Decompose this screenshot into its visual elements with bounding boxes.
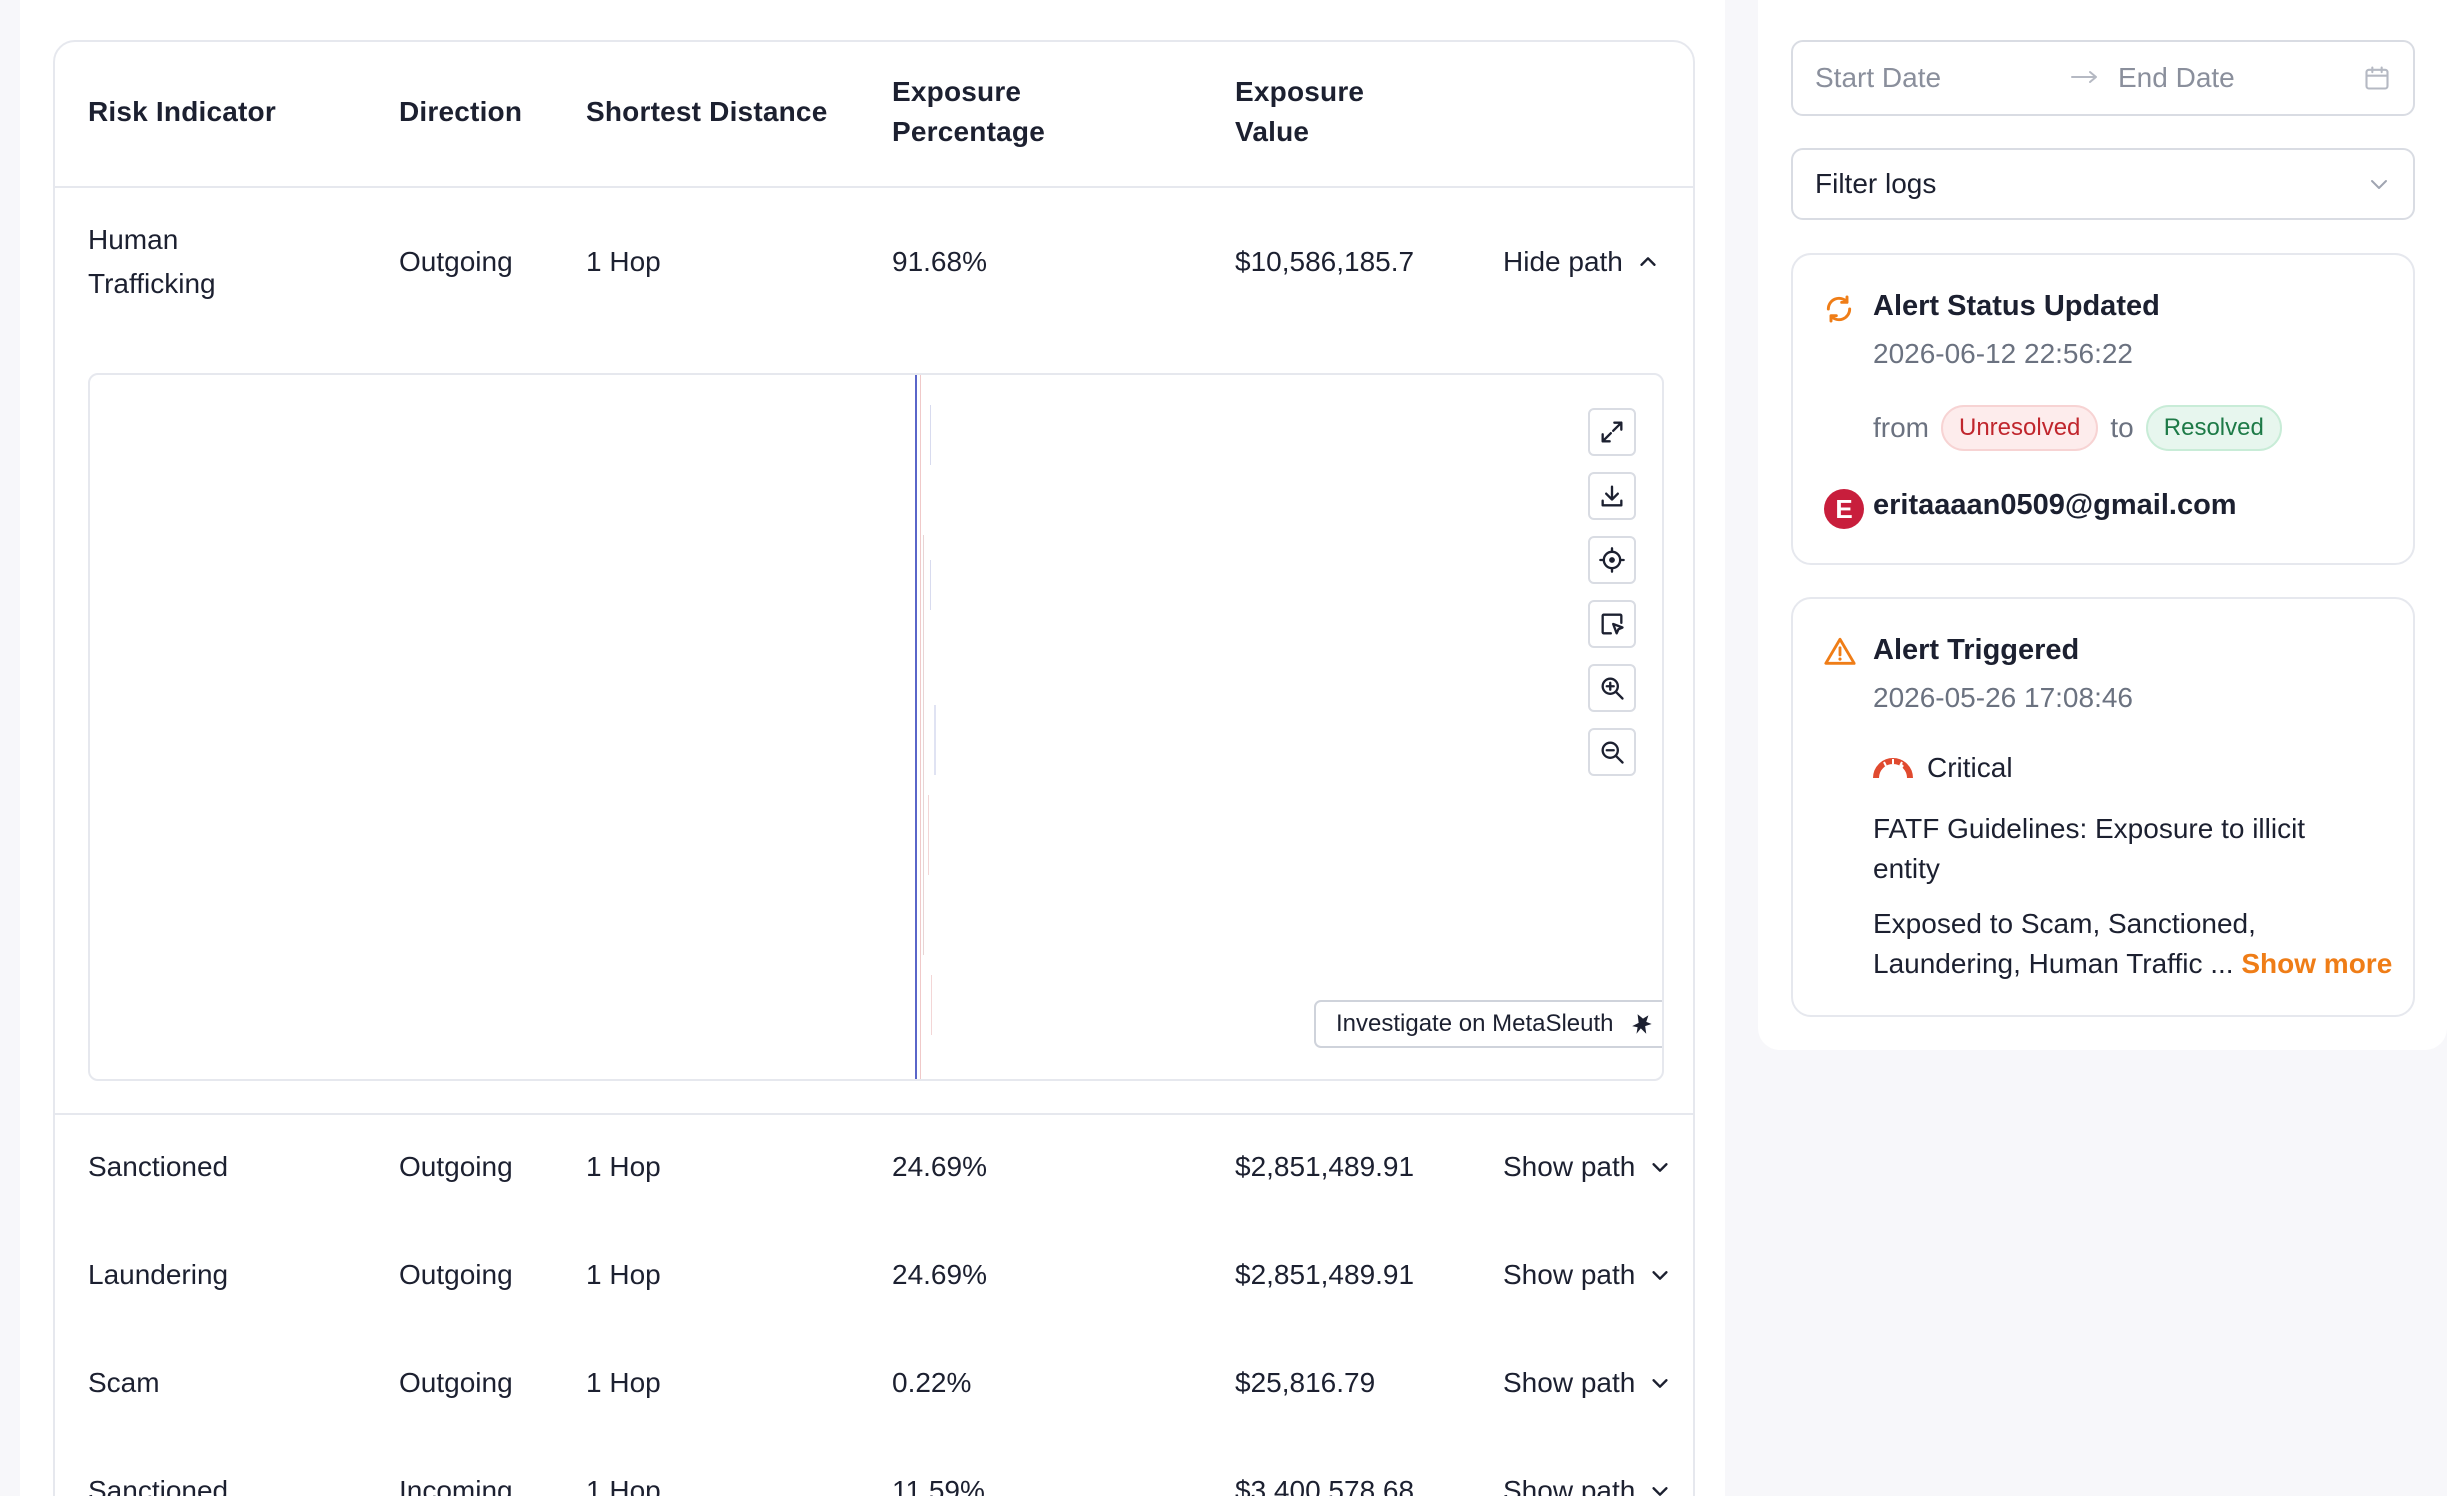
row-percentage: 24.69% bbox=[892, 1259, 987, 1290]
refresh-icon bbox=[1826, 295, 1852, 323]
graph-edge bbox=[923, 535, 924, 955]
row-risk: Laundering bbox=[88, 1259, 229, 1290]
log-alert-triggered: Alert Triggered 2026-05-26 17:08:46 Crit… bbox=[1791, 597, 2415, 1017]
filter-logs-label: Filter logs bbox=[1815, 168, 1937, 199]
chevron-down-icon bbox=[1652, 1487, 1668, 1496]
zoom-in-icon[interactable] bbox=[1588, 664, 1636, 712]
row-percentage: 11.59% bbox=[892, 1475, 985, 1496]
row-value: $10,586,185.7 bbox=[1235, 246, 1415, 277]
row-divider bbox=[55, 1113, 1693, 1115]
graph-edge bbox=[920, 375, 921, 1079]
show-path-button[interactable]: Show path bbox=[1503, 1253, 1671, 1297]
arrow-right-icon bbox=[2070, 62, 2118, 94]
user-email: eritaaaan0509@gmail.com bbox=[1873, 489, 2237, 521]
status-change: from Unresolved to Resolved bbox=[1873, 405, 2282, 451]
row-distance: 1 Hop bbox=[586, 1151, 661, 1182]
graph-edge bbox=[928, 795, 929, 875]
status-badge-unresolved: Unresolved bbox=[1941, 405, 2099, 451]
row-percentage: 0.22% bbox=[892, 1367, 972, 1398]
investigate-metasleuth-button[interactable]: Investigate on MetaSleuth bbox=[1314, 1000, 1662, 1048]
alert-description: Exposed to Scam, Sanctioned, Laundering,… bbox=[1873, 908, 2393, 979]
graph-edge bbox=[930, 405, 931, 465]
chevron-down-icon bbox=[1652, 1271, 1668, 1280]
status-badge-resolved: Resolved bbox=[2145, 405, 2282, 451]
filter-logs-select[interactable]: Filter logs bbox=[1791, 148, 2415, 220]
row-value: $3,400,578.68 bbox=[1235, 1475, 1415, 1496]
show-path-button[interactable]: Show path bbox=[1503, 1361, 1671, 1405]
row-risk: Sanctioned bbox=[88, 1151, 229, 1182]
row-direction: Outgoing bbox=[399, 1259, 513, 1290]
chevron-down-icon bbox=[1652, 1379, 1668, 1388]
log-status-updated: Alert Status Updated 2026-06-12 22:56:22… bbox=[1791, 253, 2415, 565]
show-path-button[interactable]: Show path bbox=[1503, 1469, 1671, 1496]
gauge-critical-icon bbox=[1873, 758, 1913, 780]
row-value: $2,851,489.91 bbox=[1235, 1151, 1415, 1182]
severity-indicator: Critical bbox=[1873, 752, 2013, 784]
transaction-graph[interactable]: Investigate on MetaSleuth bbox=[88, 373, 1664, 1081]
exposure-table-card: Risk Indicator Direction Shortest Distan… bbox=[53, 40, 1695, 1496]
log-timestamp: 2026-06-12 22:56:22 bbox=[1873, 338, 2133, 369]
show-path-button[interactable]: Show path bbox=[1503, 1145, 1671, 1189]
row-direction: Outgoing bbox=[399, 1151, 513, 1182]
header-shortest-distance: Shortest Distance bbox=[586, 96, 828, 127]
chevron-up-icon bbox=[1640, 257, 1656, 266]
row-distance: 1 Hop bbox=[586, 246, 661, 277]
show-more-link[interactable]: Show more bbox=[2241, 948, 2393, 979]
header-exposure-percentage: Exposure Percentage bbox=[892, 76, 1045, 147]
chevron-down-icon bbox=[1652, 1163, 1668, 1172]
exposure-panel: Risk Indicator Direction Shortest Distan… bbox=[20, 0, 1725, 1496]
row-distance: 1 Hop bbox=[586, 1259, 661, 1290]
graph-edge bbox=[930, 560, 931, 610]
header-exposure-value: Exposure Value bbox=[1235, 76, 1365, 147]
end-date-input[interactable]: End Date bbox=[2118, 62, 2235, 93]
row-distance: 1 Hop bbox=[586, 1475, 661, 1496]
warning-icon bbox=[1824, 637, 1856, 665]
row-direction: Incoming bbox=[399, 1475, 513, 1496]
log-title: Alert Status Updated bbox=[1873, 290, 2160, 322]
row-percentage: 91.68% bbox=[892, 246, 987, 277]
calendar-icon[interactable] bbox=[2363, 64, 2391, 92]
graph-edge bbox=[934, 705, 936, 775]
download-icon[interactable] bbox=[1588, 472, 1636, 520]
row-risk: Scam bbox=[88, 1367, 160, 1398]
row-risk: Human Trafficking bbox=[88, 224, 216, 299]
avatar: E bbox=[1824, 489, 1864, 529]
row-direction: Outgoing bbox=[399, 1367, 513, 1398]
row-risk: Sanctioned bbox=[88, 1475, 229, 1496]
table-header: Risk Indicator Direction Shortest Distan… bbox=[55, 42, 1693, 188]
graph-edge bbox=[931, 975, 932, 1035]
row-direction: Outgoing bbox=[399, 246, 513, 277]
date-range-picker[interactable]: Start Date End Date bbox=[1791, 40, 2415, 116]
header-risk-indicator: Risk Indicator bbox=[88, 96, 276, 127]
expand-icon[interactable] bbox=[1588, 408, 1636, 456]
row-distance: 1 Hop bbox=[586, 1367, 661, 1398]
rule-name: FATF Guidelines: Exposure to illicit ent… bbox=[1873, 813, 2306, 884]
row-value: $2,851,489.91 bbox=[1235, 1259, 1415, 1290]
activity-log-panel: Start Date End Date Filter logs Alert St… bbox=[1758, 0, 2447, 1050]
select-icon[interactable] bbox=[1588, 600, 1636, 648]
zoom-out-icon[interactable] bbox=[1588, 728, 1636, 776]
locate-icon[interactable] bbox=[1588, 536, 1636, 584]
hide-path-button[interactable]: Hide path bbox=[1503, 240, 1659, 284]
log-title: Alert Triggered bbox=[1873, 634, 2080, 666]
header-direction: Direction bbox=[399, 96, 523, 127]
row-percentage: 24.69% bbox=[892, 1151, 987, 1182]
chevron-down-icon bbox=[2371, 180, 2387, 189]
start-date-input[interactable]: Start Date bbox=[1815, 62, 1942, 93]
row-value: $25,816.79 bbox=[1235, 1367, 1376, 1398]
log-timestamp: 2026-05-26 17:08:46 bbox=[1873, 682, 2133, 713]
graph-edge bbox=[915, 375, 917, 1079]
metasleuth-icon bbox=[1631, 1014, 1652, 1034]
